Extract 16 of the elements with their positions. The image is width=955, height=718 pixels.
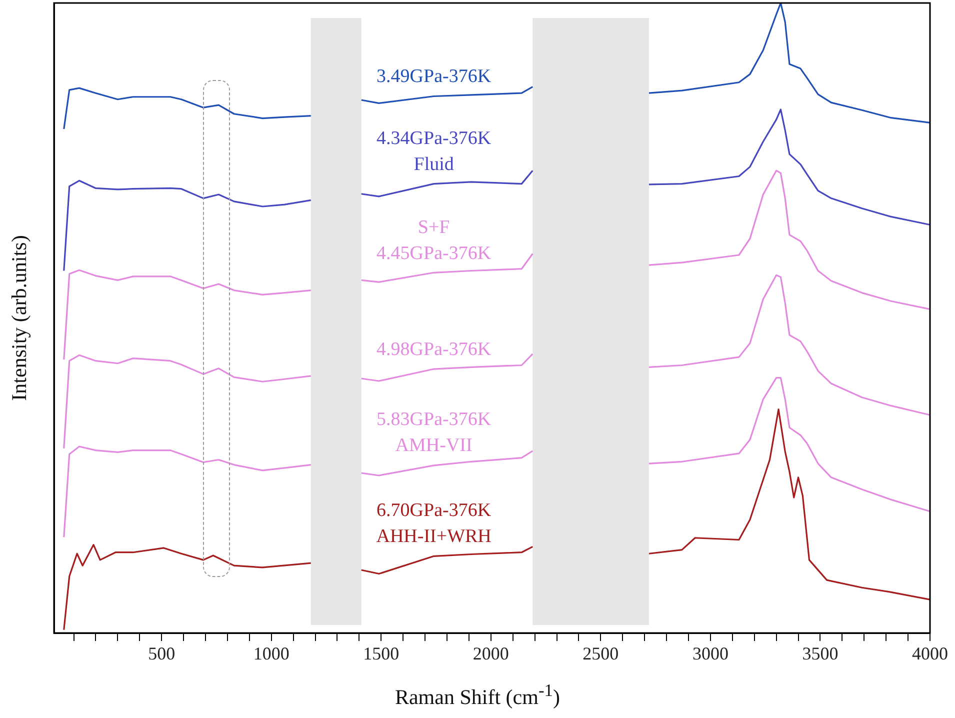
series-label: 3.49GPa-376K (376, 65, 492, 90)
x-tick-label: 500 (148, 644, 176, 664)
series-label: 4.98GPa-376K (376, 338, 492, 362)
x-tick-label: 2000 (472, 644, 509, 664)
series-label: 6.70GPa-376K AHH-II+WRH (376, 499, 492, 550)
series-label: S+F 4.45GPa-376K (376, 216, 492, 266)
x-tick-label: 4000 (912, 644, 948, 664)
series-label: 5.83GPa-376K AMH-VII (376, 408, 492, 458)
x-tick-label: 3000 (692, 644, 728, 664)
y-axis-title: Intensity (arb.units) (7, 235, 32, 401)
x-tick-label: 1500 (363, 644, 400, 664)
x-tick-label: 3500 (802, 644, 838, 664)
x-tick-label: 1000 (253, 644, 290, 664)
x-tick-label: 2500 (582, 644, 619, 664)
series-label: 4.34GPa-376K Fluid (376, 126, 492, 177)
x-axis-title: Raman Shift (cm$^{-1}$) (394, 680, 562, 710)
